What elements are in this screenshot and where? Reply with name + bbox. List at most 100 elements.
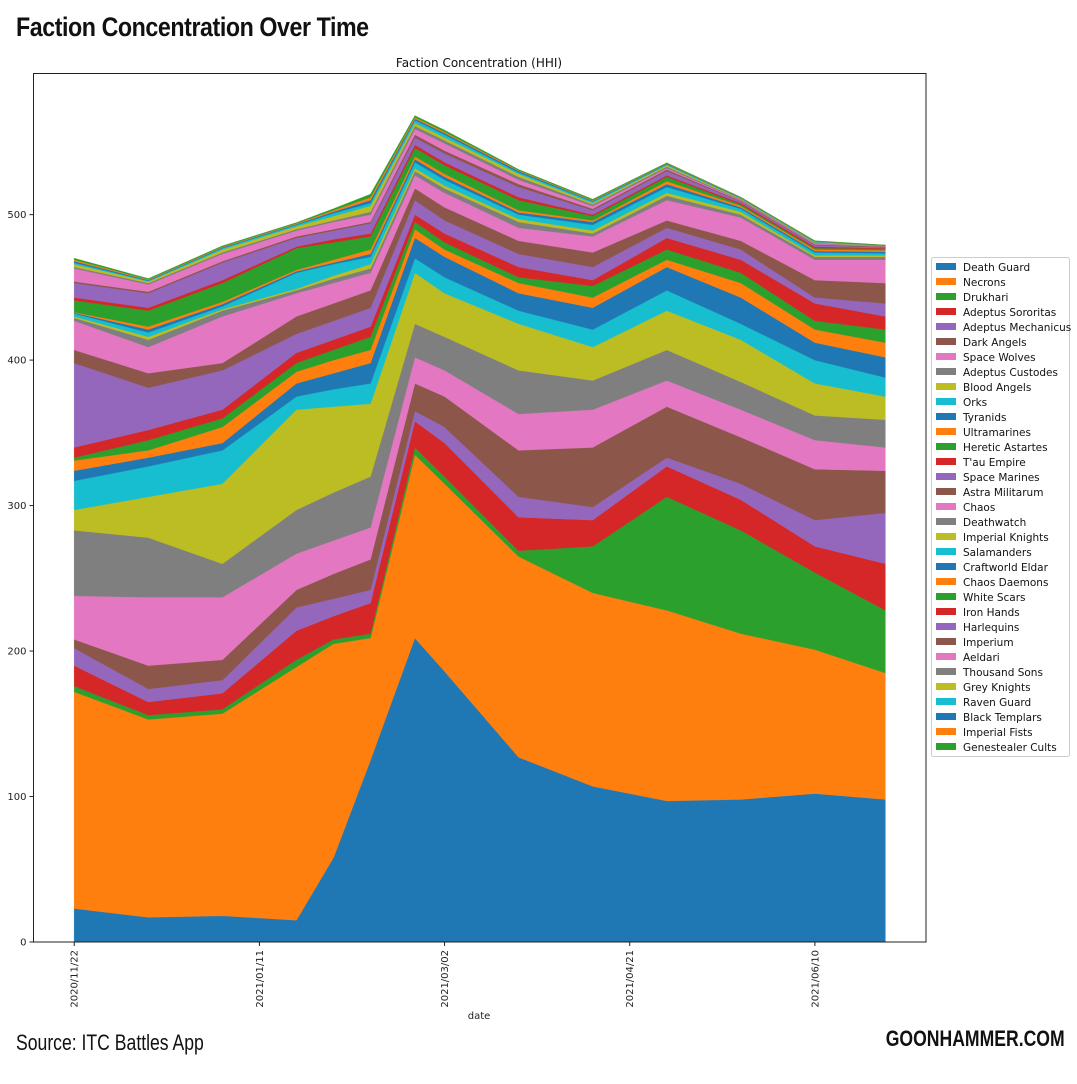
x-axis-label: date: [468, 1011, 491, 1022]
legend-item: Astra Militarum: [936, 487, 1043, 499]
x-tick-label: 2020/11/22: [70, 950, 81, 1008]
legend-label: Necrons: [963, 277, 1006, 289]
legend-swatch: [936, 743, 956, 750]
legend-item: Drukhari: [936, 292, 1008, 304]
legend-swatch: [936, 383, 956, 390]
legend-swatch: [936, 653, 956, 660]
legend-item: Space Marines: [936, 472, 1040, 484]
legend-label: Space Wolves: [963, 352, 1036, 364]
y-tick-label: 0: [20, 938, 26, 949]
legend-swatch: [936, 323, 956, 330]
legend-label: Adeptus Sororitas: [963, 307, 1056, 319]
legend-item: Genestealer Cults: [936, 742, 1057, 754]
x-tick-label: 2021/01/11: [255, 950, 266, 1008]
x-tick-label: 2021/04/21: [625, 950, 636, 1008]
legend-label: Orks: [963, 397, 987, 409]
legend-item: Black Templars: [936, 712, 1042, 724]
area-genestealer-cults: [73, 115, 886, 280]
legend-swatch: [936, 593, 956, 600]
legend-item: Adeptus Custodes: [936, 367, 1058, 379]
legend-label: Deathwatch: [963, 517, 1026, 529]
legend-swatch: [936, 713, 956, 720]
legend-swatch: [936, 428, 956, 435]
legend-item: Iron Hands: [936, 607, 1020, 619]
legend-item: Salamanders: [936, 547, 1032, 559]
legend-label: Harlequins: [963, 622, 1019, 634]
legend-swatch: [936, 293, 956, 300]
legend-swatch: [936, 398, 956, 405]
legend-label: Death Guard: [963, 262, 1030, 274]
legend-item: White Scars: [936, 592, 1026, 604]
legend-swatch: [936, 368, 956, 375]
legend-swatch: [936, 683, 956, 690]
legend-item: Ultramarines: [936, 427, 1031, 439]
legend-item: Aeldari: [936, 652, 1000, 664]
legend-item: Imperium: [936, 637, 1014, 649]
y-tick-label: 500: [7, 210, 26, 221]
legend-swatch: [936, 353, 956, 360]
legend-item: Chaos Daemons: [936, 577, 1048, 589]
legend-item: Death Guard: [936, 262, 1030, 274]
legend-swatch: [936, 458, 956, 465]
legend-item: Thousand Sons: [936, 667, 1043, 679]
legend-label: Imperium: [963, 637, 1014, 649]
legend-label: Blood Angels: [963, 382, 1031, 394]
legend-swatch: [936, 578, 956, 585]
legend-label: Grey Knights: [963, 682, 1031, 694]
legend-label: Raven Guard: [963, 697, 1031, 709]
legend-swatch: [936, 503, 956, 510]
source-caption: Source: ITC Battles App: [16, 1030, 204, 1055]
legend-item: Imperial Fists: [936, 727, 1033, 739]
x-tick-label: 2021/03/02: [440, 950, 451, 1008]
legend-label: Heretic Astartes: [963, 442, 1048, 454]
x-axis: 2020/11/22 2021/01/11 2021/03/02 2021/04/21…: [70, 942, 821, 1008]
legend-swatch: [936, 698, 956, 705]
legend-swatch: [936, 608, 956, 615]
legend-label: Genestealer Cults: [963, 742, 1057, 754]
legend-swatch: [936, 278, 956, 285]
page-title: Faction Concentration Over Time: [16, 12, 369, 42]
legend-label: Salamanders: [963, 547, 1032, 559]
legend-box: [931, 257, 1070, 757]
legend-swatch: [936, 533, 956, 540]
legend-swatch: [936, 623, 956, 630]
legend-item: Deathwatch: [936, 517, 1026, 529]
legend-label: Aeldari: [963, 652, 1000, 664]
legend-label: White Scars: [963, 592, 1026, 604]
legend-swatch: [936, 548, 956, 555]
legend-label: Adeptus Custodes: [963, 367, 1058, 379]
legend-item: Adeptus Mechanicus: [936, 322, 1071, 334]
legend-swatch: [936, 728, 956, 735]
legend-label: Iron Hands: [963, 607, 1020, 619]
legend-label: Ultramarines: [963, 427, 1031, 439]
legend-swatch: [936, 413, 956, 420]
legend-item: Harlequins: [936, 622, 1019, 634]
legend-item: Necrons: [936, 277, 1006, 289]
legend-item: Blood Angels: [936, 382, 1031, 394]
legend-swatch: [936, 263, 956, 270]
legend-item: Craftworld Eldar: [936, 562, 1049, 574]
legend-label: T'au Empire: [962, 457, 1026, 469]
area-layers: [73, 115, 886, 943]
y-axis: 0 100 200 300 400 500: [7, 210, 34, 949]
legend-item: Space Wolves: [936, 352, 1036, 364]
legend-swatch: [936, 638, 956, 645]
x-tick-label: 2021/06/10: [810, 950, 821, 1008]
legend: Death Guard Necrons Drukhari Adeptus Sorori…: [931, 257, 1071, 757]
y-tick-label: 200: [7, 647, 26, 658]
legend-item: Raven Guard: [936, 697, 1031, 709]
plot-frame: [33, 73, 927, 943]
legend-label: Chaos Daemons: [963, 577, 1048, 589]
legend-label: Thousand Sons: [962, 667, 1043, 679]
y-tick-label: 300: [7, 501, 26, 512]
legend-label: Astra Militarum: [963, 487, 1043, 499]
legend-item: Adeptus Sororitas: [936, 307, 1056, 319]
legend-swatch: [936, 518, 956, 525]
legend-swatch: [936, 488, 956, 495]
legend-item: T'au Empire: [936, 457, 1026, 469]
legend-label: Black Templars: [963, 712, 1042, 724]
legend-label: Dark Angels: [963, 337, 1027, 349]
legend-swatch: [936, 443, 956, 450]
legend-item: Dark Angels: [936, 337, 1027, 349]
legend-item: Grey Knights: [936, 682, 1031, 694]
